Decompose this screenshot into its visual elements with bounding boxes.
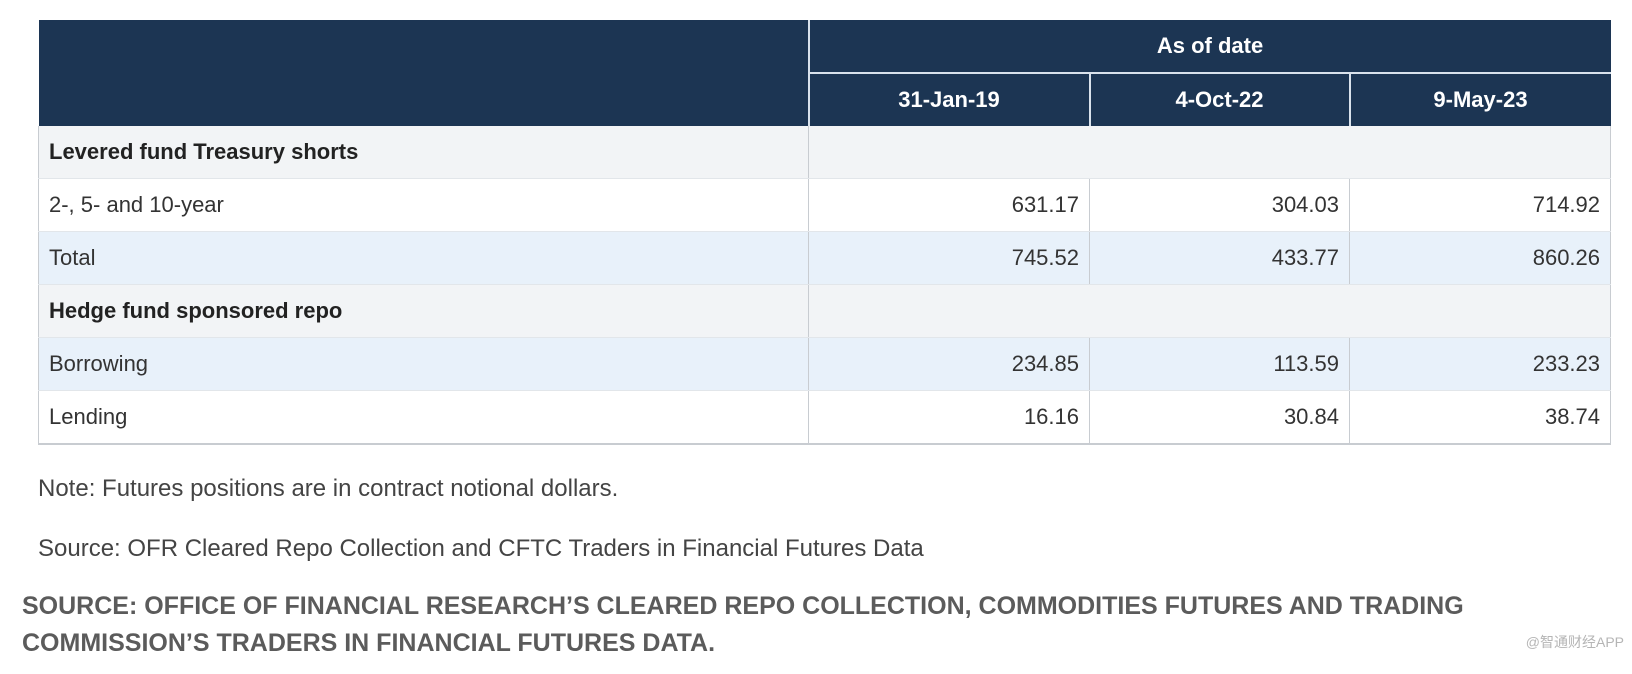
section-title: Hedge fund sponsored repo bbox=[38, 284, 809, 338]
table-cell: 433.77 bbox=[1089, 231, 1350, 285]
table-cell: 860.26 bbox=[1348, 231, 1612, 285]
table-cell: 745.52 bbox=[808, 231, 1090, 285]
table-note: Note: Futures positions are in contract … bbox=[38, 475, 619, 502]
table-cell: 16.16 bbox=[808, 390, 1090, 445]
section-filler bbox=[807, 126, 1612, 179]
table-row: Total 745.52 433.77 860.26 bbox=[38, 231, 1612, 285]
column-header: 9-May-23 bbox=[1348, 73, 1611, 126]
header-blank-cell bbox=[38, 20, 809, 126]
row-label: Lending bbox=[38, 390, 809, 445]
column-header: 31-Jan-19 bbox=[807, 73, 1090, 126]
section-filler bbox=[807, 284, 1612, 338]
table-cell: 38.74 bbox=[1348, 390, 1612, 445]
row-label: Total bbox=[38, 231, 809, 285]
watermark: @智通财经APP bbox=[1525, 634, 1624, 650]
figure-caption: SOURCE: OFFICE OF FINANCIAL RESEARCH’S C… bbox=[22, 592, 1464, 657]
table-cell: 304.03 bbox=[1089, 178, 1350, 232]
table-row: 2-, 5- and 10-year 631.17 304.03 714.92 bbox=[38, 178, 1612, 232]
table-row: Lending 16.16 30.84 38.74 bbox=[38, 390, 1612, 445]
table-row: Borrowing 234.85 113.59 233.23 bbox=[38, 337, 1612, 391]
group-header: As of date bbox=[807, 20, 1611, 74]
column-header: 4-Oct-22 bbox=[1088, 73, 1350, 126]
section-row: Levered fund Treasury shorts bbox=[38, 126, 1612, 179]
table-cell: 631.17 bbox=[808, 178, 1090, 232]
section-title: Levered fund Treasury shorts bbox=[38, 126, 809, 179]
section-row: Hedge fund sponsored repo bbox=[38, 284, 1612, 338]
row-label: 2-, 5- and 10-year bbox=[38, 178, 809, 232]
table-cell: 113.59 bbox=[1089, 337, 1350, 391]
table-cell: 233.23 bbox=[1348, 337, 1612, 391]
table-cell: 714.92 bbox=[1348, 178, 1612, 232]
data-table: As of date 31-Jan-19 4-Oct-22 9-May-23 L… bbox=[38, 20, 1612, 445]
table-source: Source: OFR Cleared Repo Collection and … bbox=[38, 535, 924, 562]
table-cell: 234.85 bbox=[808, 337, 1090, 391]
row-label: Borrowing bbox=[38, 337, 809, 391]
table-cell: 30.84 bbox=[1089, 390, 1350, 445]
